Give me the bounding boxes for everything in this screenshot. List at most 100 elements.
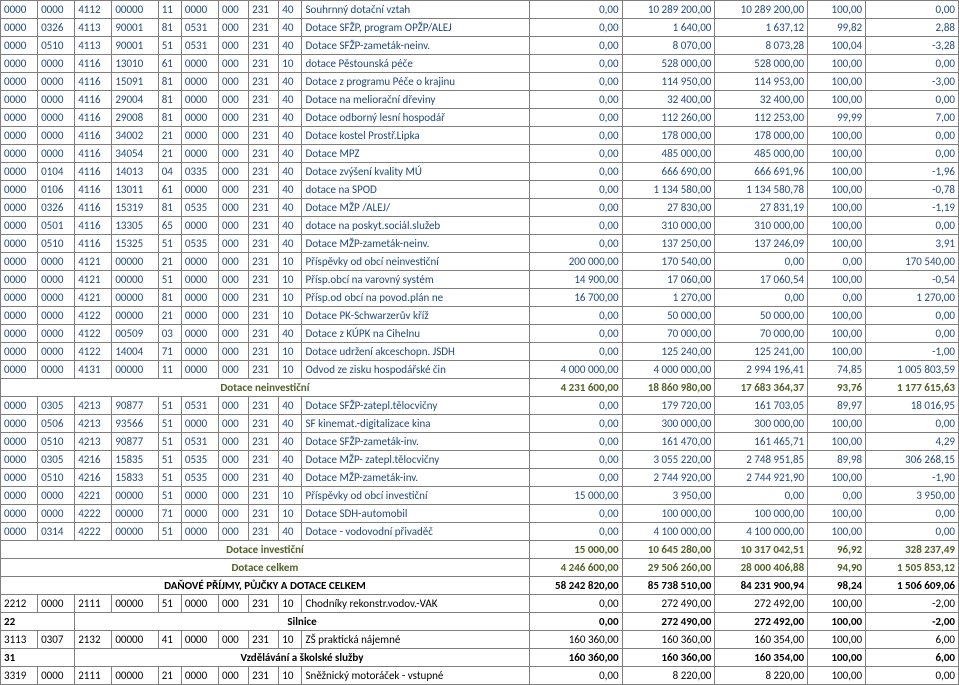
- table-cell: 231: [249, 433, 279, 451]
- table-cell: 29 506 260,00: [622, 559, 715, 577]
- table-cell: 4113: [75, 37, 112, 55]
- table-cell: 0000: [1, 325, 38, 343]
- table-cell: 11: [158, 361, 181, 379]
- table-cell: -0,78: [866, 181, 959, 199]
- table-row: 0000031442220000051000000023140Dotace - …: [1, 523, 959, 541]
- table-cell: 71: [158, 505, 181, 523]
- table-cell: 2 994 196,41: [715, 361, 808, 379]
- table-cell: 70 000,00: [715, 325, 808, 343]
- table-cell: 10: [279, 487, 302, 505]
- table-cell: 4 231 600,00: [529, 379, 622, 397]
- table-cell: 4 000 000,00: [622, 361, 715, 379]
- table-cell: 3 950,00: [866, 487, 959, 505]
- table-row: 0000030542139087751053100023140Dotace SF…: [1, 397, 959, 415]
- table-cell: 528 000,00: [622, 55, 715, 73]
- table-cell: 231: [249, 307, 279, 325]
- table-cell: 231: [249, 73, 279, 91]
- table-cell: 1 505 853,12: [866, 559, 959, 577]
- table-cell: 0531: [181, 433, 218, 451]
- table-cell: 10 645 280,00: [622, 541, 715, 559]
- table-cell: 4116: [75, 91, 112, 109]
- table-cell: 100,00: [808, 325, 866, 343]
- table-cell: Dotace MŽP-zameták-neinv.: [302, 235, 529, 253]
- table-cell: 10: [279, 343, 302, 361]
- table-cell: 125 241,00: [715, 343, 808, 361]
- table-cell: 85 738 510,00: [622, 577, 715, 595]
- table-cell: 4116: [75, 145, 112, 163]
- table-cell: 0000: [181, 505, 218, 523]
- table-row: 0000010641161301161000000023140dotace na…: [1, 181, 959, 199]
- table-cell: 0,00: [529, 523, 622, 541]
- table-row: 0000000041161509181000000023140Dotace z …: [1, 73, 959, 91]
- table-cell: Dotace na meliorační dřeviny: [302, 91, 529, 109]
- table-cell: 125 240,00: [622, 343, 715, 361]
- table-cell: 15833: [112, 469, 158, 487]
- table-cell: 0,00: [529, 433, 622, 451]
- table-cell: 50 000,00: [622, 307, 715, 325]
- table-cell: 000: [219, 199, 249, 217]
- table-cell: 137 250,00: [622, 235, 715, 253]
- table-cell: 81: [158, 91, 181, 109]
- table-cell: 00000: [112, 289, 158, 307]
- table-cell: Dotace celkem: [1, 559, 530, 577]
- table-cell: 231: [249, 199, 279, 217]
- table-cell: 61: [158, 55, 181, 73]
- table-cell: 231: [249, 595, 279, 613]
- table-cell: 231: [249, 631, 279, 649]
- table-cell: 51: [158, 271, 181, 289]
- table-cell: 51: [158, 469, 181, 487]
- table-row: 0000000041310000011000000023110Odvod ze …: [1, 361, 959, 379]
- table-cell: dotace na SPOD: [302, 181, 529, 199]
- table-cell: 6,00: [866, 631, 959, 649]
- table-cell: 15 000,00: [529, 487, 622, 505]
- table-cell: DAŇOVÉ PŘÍJMY, PŮJČKY A DOTACE CELKEM: [1, 577, 530, 595]
- table-cell: 272 492,00: [715, 613, 808, 631]
- table-row: 0000051042161583351053500023140Dotace MŽ…: [1, 469, 959, 487]
- table-cell: 0000: [1, 127, 38, 145]
- table-cell: 21: [158, 253, 181, 271]
- table-cell: Dotace investiční: [1, 541, 530, 559]
- table-row: 0000000041210000021000000023110Příspěvky…: [1, 253, 959, 271]
- table-cell: 98,24: [808, 577, 866, 595]
- table-cell: 0,00: [715, 289, 808, 307]
- table-cell: 000: [219, 397, 249, 415]
- table-cell: 0000: [181, 343, 218, 361]
- table-cell: 40: [279, 397, 302, 415]
- table-cell: 40: [279, 199, 302, 217]
- table-cell: 0000: [1, 505, 38, 523]
- table-cell: Sněžnický motoráček - vstupné: [302, 667, 529, 685]
- table-cell: 4221: [75, 487, 112, 505]
- table-cell: 10: [279, 289, 302, 307]
- table-cell: 0000: [38, 487, 75, 505]
- table-cell: 310 000,00: [622, 217, 715, 235]
- table-cell: 10: [279, 253, 302, 271]
- table-cell: 000: [219, 361, 249, 379]
- table-cell: 100,00: [808, 469, 866, 487]
- table-cell: 00000: [112, 523, 158, 541]
- table-cell: Odvod ze zisku hospodářské čin: [302, 361, 529, 379]
- table-row: 0000000041162900881000000023140Dotace od…: [1, 109, 959, 127]
- table-row: 31Vzdělávání a školské služby160 360,001…: [1, 649, 959, 667]
- table-cell: 40: [279, 91, 302, 109]
- table-cell: -1,19: [866, 199, 959, 217]
- table-cell: 000: [219, 253, 249, 271]
- table-cell: 40: [279, 163, 302, 181]
- table-cell: 81: [158, 289, 181, 307]
- table-cell: Dotace kostel Prostř.Lipka: [302, 127, 529, 145]
- table-cell: 21: [158, 307, 181, 325]
- table-cell: 100,00: [808, 91, 866, 109]
- table-cell: 27 830,00: [622, 199, 715, 217]
- table-cell: 100,00: [808, 649, 866, 667]
- table-cell: 100,00: [808, 523, 866, 541]
- table-cell: 178 000,00: [622, 127, 715, 145]
- table-cell: 81: [158, 109, 181, 127]
- table-cell: 0000: [1, 361, 38, 379]
- table-cell: Dotace SFŽP-zameták-neinv.: [302, 37, 529, 55]
- table-cell: 231: [249, 469, 279, 487]
- table-cell: 40: [279, 37, 302, 55]
- table-cell: 000: [219, 163, 249, 181]
- budget-table: 0000000041120000011000000023140Souhrnný …: [0, 0, 959, 685]
- table-cell: 0,00: [529, 595, 622, 613]
- table-cell: 231: [249, 397, 279, 415]
- table-cell: 000: [219, 487, 249, 505]
